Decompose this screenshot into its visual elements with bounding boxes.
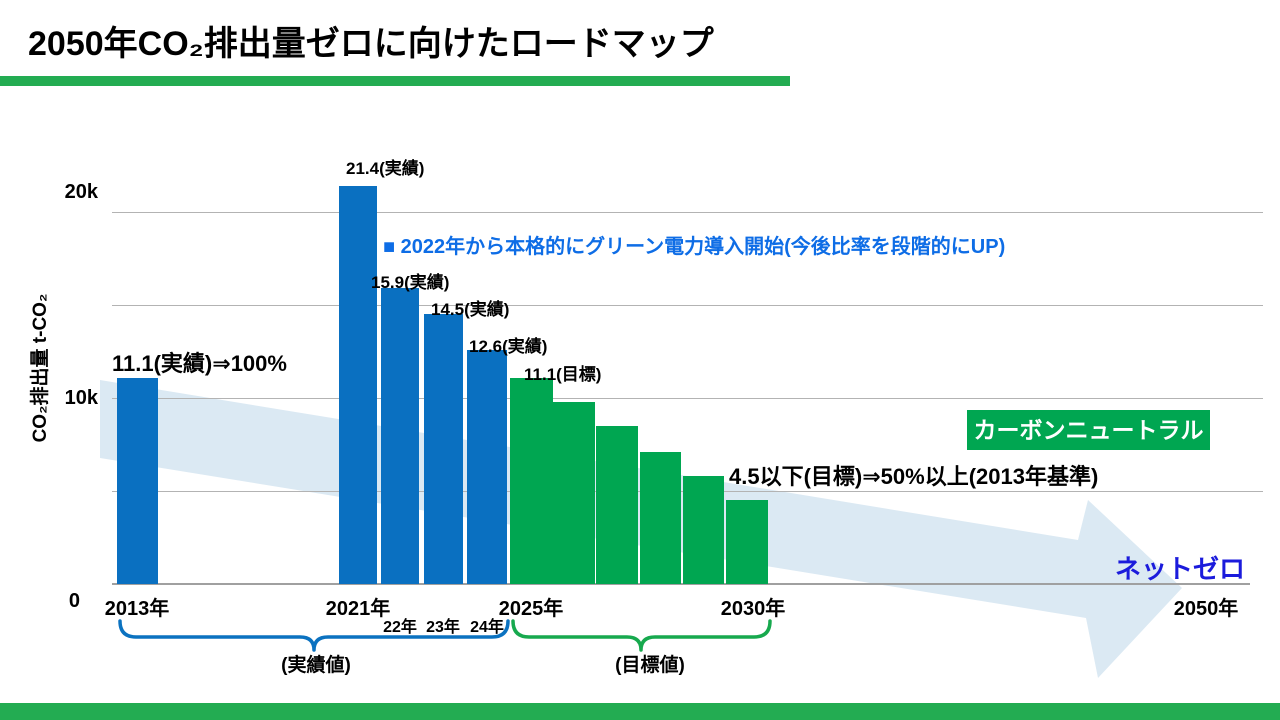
- value-label-2013: 11.1(実績)⇒100%: [112, 351, 287, 376]
- bar-2021: [339, 186, 377, 584]
- target-brace: [511, 619, 772, 652]
- net-zero-label: ネットゼロ: [1114, 554, 1245, 584]
- carbon-neutral-badge: カーボンニュートラル: [967, 410, 1210, 450]
- gridline-10k: [112, 398, 1263, 399]
- bar-2024: [467, 350, 507, 584]
- gridline-20k: [112, 212, 1263, 213]
- x-subtick-24: 24年: [470, 619, 504, 636]
- page-title: 2050年CO₂排出量ゼロに向けたロードマップ: [28, 25, 714, 63]
- value-label-2025: 11.1(目標): [524, 365, 602, 384]
- value-label-2022: 15.9(実績): [371, 273, 450, 292]
- bar-2023: [424, 314, 463, 584]
- value-label-2030: 4.5以下(目標)⇒50%以上(2013年基準): [729, 464, 1099, 489]
- bar-2029: [683, 476, 724, 584]
- bar-2027: [596, 426, 638, 584]
- y-tick-10k: 10k: [64, 387, 98, 409]
- green-power-note: ■ 2022年から本格的にグリーン電力導入開始(今後比率を段階的にUP): [383, 236, 1006, 258]
- footer-accent-bar: [0, 703, 1280, 720]
- actual-brace-label: (実績値): [281, 655, 351, 676]
- value-label-2023: 14.5(実績): [431, 300, 510, 319]
- bar-2028: [640, 452, 681, 584]
- bar-2025: [510, 378, 553, 584]
- y-tick-0: 0: [68, 590, 80, 612]
- target-brace-label: (目標値): [615, 655, 685, 676]
- x-tick-2030: 2030年: [720, 598, 786, 620]
- x-tick-2013: 2013年: [104, 598, 170, 620]
- x-tick-2050: 2050年: [1173, 598, 1239, 620]
- gridline-15k: [112, 305, 1263, 306]
- bar-2022: [381, 288, 419, 584]
- bar-2013: [117, 378, 158, 584]
- y-axis-title: CO₂排出量 t-CO₂: [30, 293, 51, 443]
- title-underline: [0, 76, 790, 86]
- value-label-2024: 12.6(実績): [469, 337, 548, 356]
- bar-2030: [726, 500, 768, 584]
- value-label-2021: 21.4(実績): [346, 159, 425, 178]
- y-tick-20k: 20k: [64, 181, 98, 203]
- bar-2026: [553, 402, 595, 584]
